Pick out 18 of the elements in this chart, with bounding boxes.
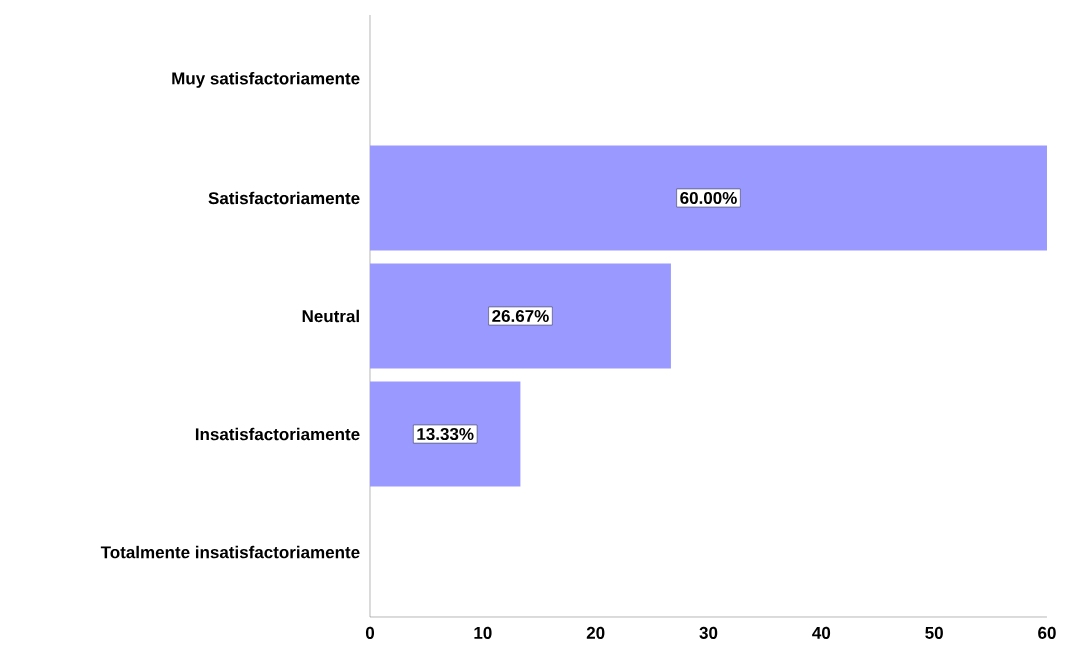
bar [370,381,521,487]
data-label: 60.00% [680,191,737,204]
x-tick-label: 40 [812,626,831,639]
data-label: 26.67% [492,309,549,323]
x-tick-label: 20 [586,626,605,639]
x-tick-label: 30 [699,626,718,639]
y-tick-label: Neutral [302,309,359,323]
y-tick-label: Muy satisfactoriamente [172,72,360,88]
x-tick-label: 50 [925,626,943,639]
y-tick-label: Satisfactoriamente [208,191,360,205]
x-tick-label: 60 [1038,626,1056,639]
bar [370,263,671,369]
data-label: 13.33% [417,428,474,441]
y-tick-label: Insatisfactoriamente [195,427,360,441]
bar [370,145,1047,251]
x-tick-label: 0 [365,626,375,639]
y-tick-label: Totalmente insatisfactoriamente [100,545,360,559]
x-tick-label: 10 [474,626,492,639]
